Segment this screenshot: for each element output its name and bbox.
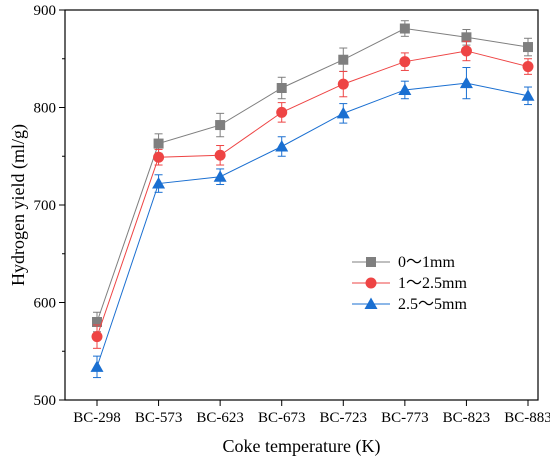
legend-item-1: 0～1mm (352, 254, 455, 271)
data-point (398, 83, 412, 95)
x-axis-title: Coke temperature (K) (223, 436, 381, 457)
legend-label: 2.5～5mm (398, 296, 467, 313)
data-point (336, 106, 350, 119)
legend-label: 0～1mm (398, 254, 455, 271)
data-point (215, 120, 226, 131)
data-point (276, 83, 287, 93)
series-line (96, 28, 529, 323)
series-layer (90, 20, 535, 379)
series-2 (91, 40, 534, 349)
data-point (90, 360, 104, 372)
y-tick-label: 600 (34, 296, 57, 312)
y-tick-label: 700 (34, 198, 57, 214)
y-axis-title: Hydrogen yield (ml/g) (8, 124, 29, 286)
x-tick-label: BC-723 (320, 410, 368, 426)
x-tick-label: BC-623 (196, 410, 244, 426)
x-tick-label: BC-823 (443, 410, 491, 426)
data-point (276, 106, 288, 118)
x-tick-label: BC-773 (381, 410, 429, 426)
data-point (338, 54, 349, 65)
legend-marker (364, 297, 378, 309)
data-point (523, 42, 533, 53)
data-point (153, 138, 164, 149)
series-line (96, 50, 529, 337)
data-point (521, 89, 535, 101)
legend-item-3: 2.5～5mm (352, 296, 467, 313)
data-point (399, 56, 411, 68)
y-tick-label: 800 (34, 101, 57, 117)
data-point (153, 151, 165, 163)
data-point (91, 331, 103, 343)
data-point (213, 170, 227, 182)
legend-marker (366, 257, 376, 267)
data-point (152, 177, 166, 189)
legend: 0～1mm 1～2.5mm 2.5～5mm (352, 254, 467, 313)
legend-marker (365, 277, 377, 289)
data-point (459, 76, 473, 89)
legend-item-2: 1～2.5mm (352, 275, 467, 292)
x-tick-label: BC-573 (135, 410, 183, 426)
plot-frame (64, 9, 539, 401)
ticks-layer: 500 600 700 800 900 BC-298 BC-573 BC-623 BC-673 B… (34, 3, 550, 426)
data-point (92, 317, 102, 327)
data-point (460, 45, 472, 57)
x-tick-label: BC-673 (258, 410, 306, 426)
data-point (461, 32, 472, 43)
series-line (96, 82, 529, 368)
x-tick-label: BC-298 (73, 410, 121, 426)
data-point (337, 78, 349, 90)
data-point (214, 149, 226, 161)
legend-label: 1～2.5mm (398, 275, 467, 292)
data-point (399, 23, 410, 34)
data-point (275, 140, 289, 152)
series-1 (92, 20, 533, 333)
y-tick-label: 500 (34, 393, 57, 409)
y-tick-label: 900 (34, 3, 57, 19)
x-tick-label: BC-883 (504, 410, 550, 426)
series-3 (90, 67, 535, 379)
data-point (522, 61, 534, 73)
